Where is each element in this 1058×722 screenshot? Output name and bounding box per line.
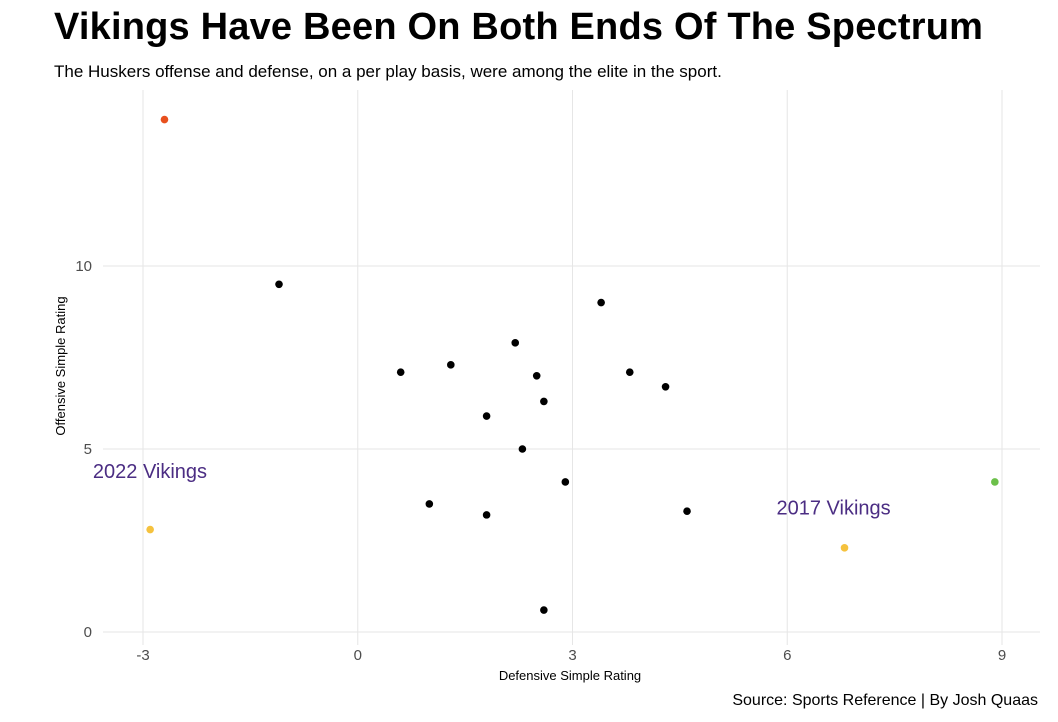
source-caption: Source: Sports Reference | By Josh Quaas (732, 692, 1038, 709)
y-tick-label: 0 (84, 624, 92, 641)
chart-title: Vikings Have Been On Both Ends Of The Sp… (54, 6, 984, 48)
data-point (561, 478, 570, 486)
annotations: 2022 Vikings 2017 Vikings (93, 461, 891, 520)
x-tick-label: 3 (568, 647, 576, 664)
data-points (146, 115, 999, 614)
y-axis-title: Offensive Simple Rating (53, 296, 68, 435)
x-tick-label: 0 (354, 647, 362, 664)
data-point (532, 372, 541, 380)
x-tick-label: 6 (783, 647, 791, 664)
data-point (540, 606, 548, 614)
tick-labels: -3 0 3 6 9 0 5 10 (75, 258, 1006, 664)
data-point (661, 382, 670, 391)
data-point (275, 280, 283, 289)
y-tick-label: 5 (84, 441, 92, 458)
data-point (683, 507, 691, 516)
x-tick-label: 9 (998, 647, 1006, 664)
x-tick-label: -3 (136, 647, 149, 664)
y-tick-label: 10 (75, 258, 92, 275)
data-point (447, 361, 455, 369)
gridlines (103, 90, 1040, 645)
data-point (396, 368, 405, 376)
data-point (991, 478, 999, 486)
x-axis-title: Defensive Simple Rating (499, 668, 641, 683)
data-point (625, 368, 634, 376)
data-point (511, 339, 520, 347)
data-point (482, 412, 491, 420)
data-point (597, 298, 605, 307)
data-point (482, 511, 491, 519)
data-point (518, 445, 527, 453)
data-point (840, 544, 849, 552)
data-point (146, 525, 154, 534)
data-point (160, 115, 169, 124)
data-point (540, 397, 548, 406)
annotation-label: 2017 Vikings (777, 498, 891, 520)
annotation-label: 2022 Vikings (93, 461, 207, 483)
chart-subtitle: The Huskers offense and defense, on a pe… (54, 62, 722, 81)
data-point (425, 500, 434, 508)
